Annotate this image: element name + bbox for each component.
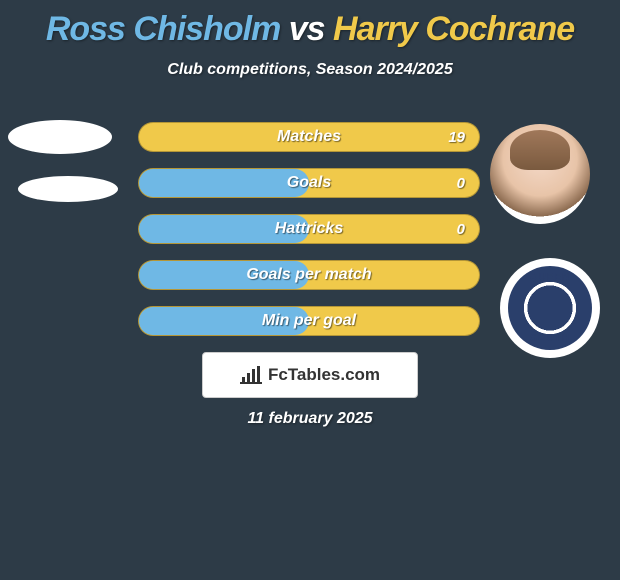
club-badge: QUEEN SOUTH [500, 258, 600, 358]
player2-avatar [490, 124, 590, 224]
stat-value: 0 [457, 175, 465, 192]
player2-name: Harry Cochrane [333, 10, 574, 48]
stat-bar: Matches 19 [138, 122, 480, 152]
stat-bars: Matches 19 Goals 0 Hattricks 0 Goals per match… [138, 122, 480, 352]
stat-label: Goals [287, 174, 331, 192]
stat-bar: Goals 0 [138, 168, 480, 198]
vs-text: vs [289, 10, 325, 48]
stat-label: Hattricks [275, 220, 343, 238]
stat-bar: Goals per match [138, 260, 480, 290]
stat-label: Goals per match [246, 266, 371, 284]
stat-value: 19 [448, 129, 465, 146]
stat-label: Min per goal [262, 312, 356, 330]
date-text: 11 february 2025 [0, 410, 620, 428]
badge-text-top: QUEEN [500, 272, 600, 283]
chart-icon [240, 366, 262, 384]
stat-bar: Min per goal [138, 306, 480, 336]
comparison-title: Ross Chisholm vs Harry Cochrane [0, 0, 620, 49]
subtitle: Club competitions, Season 2024/2025 [0, 61, 620, 79]
player1-avatar [8, 120, 112, 224]
stat-value: 0 [457, 221, 465, 238]
badge-text-bottom: SOUTH [500, 333, 600, 344]
logo-text: FcTables.com [268, 365, 380, 385]
player1-name: Ross Chisholm [46, 10, 280, 48]
fctables-logo: FcTables.com [202, 352, 418, 398]
stat-bar: Hattricks 0 [138, 214, 480, 244]
stat-label: Matches [277, 128, 341, 146]
stat-bar-p1-fill [139, 169, 309, 197]
